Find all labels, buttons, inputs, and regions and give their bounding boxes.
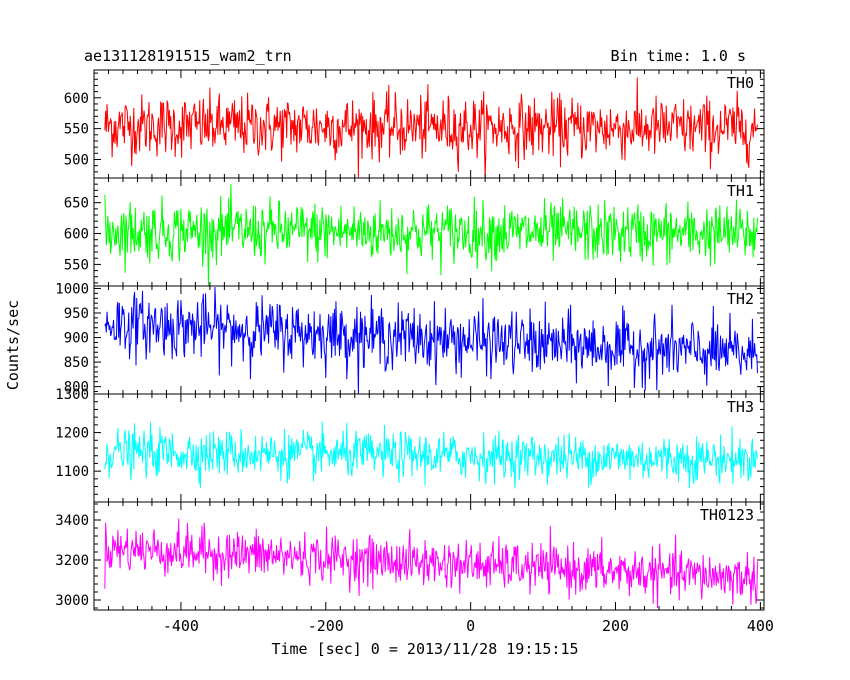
panel-label: TH1 (727, 182, 754, 200)
y-tick-label: 3200 (55, 553, 89, 569)
y-tick-label: 600 (64, 227, 89, 243)
series-line-th0 (104, 77, 758, 178)
x-tick-label: 400 (747, 617, 774, 635)
y-tick-label: 950 (64, 306, 89, 322)
y-tick-label: 650 (64, 196, 89, 212)
x-tick-label: 200 (602, 617, 629, 635)
panel-label: TH0 (727, 74, 754, 92)
panel-label: TH2 (727, 290, 754, 308)
y-tick-label: 3000 (55, 593, 89, 609)
panel-frame (93, 501, 765, 611)
panel-th3: 1100 1200 1300 TH3 (55, 387, 765, 503)
y-tick-label: 3400 (55, 513, 89, 529)
y-tick-label: 1300 (55, 387, 89, 403)
panel-label: TH3 (727, 398, 754, 416)
x-tick-label: 0 (466, 617, 475, 635)
panel-th1: 550 600 650 TH1 (64, 177, 765, 287)
bin-time-label: Bin time: 1.0 s (611, 47, 746, 65)
plot-title: ae131128191515_wam2_trn (84, 47, 292, 65)
y-tick-label: 500 (64, 152, 89, 168)
y-tick-label: 1200 (55, 426, 89, 442)
y-tick-label: 1000 (55, 281, 89, 297)
x-tick-label: -200 (308, 617, 344, 635)
series-line-th3 (104, 421, 758, 489)
x-tick-label: -400 (163, 617, 199, 635)
series-line-th1 (104, 184, 758, 286)
panel-label: TH0123 (700, 506, 754, 524)
y-tick-label: 850 (64, 355, 89, 371)
y-tick-label: 550 (64, 122, 89, 138)
panel-th0123: 3000 3200 3400 TH0123 (55, 501, 765, 611)
series-line-th2 (104, 286, 758, 394)
panels-group: 500 550 600 TH0 550 600 650 TH1 800 850 900 950 1000… (55, 69, 765, 611)
panel-th0: 500 550 600 TH0 (64, 69, 765, 179)
y-tick-label: 800 (64, 380, 89, 396)
y-tick-label: 600 (64, 91, 89, 107)
y-tick-label: 1100 (55, 464, 89, 480)
y-axis-label: Counts/sec (4, 300, 22, 390)
panel-th2: 800 850 900 950 1000 TH2 (55, 281, 765, 396)
x-axis-ticks: -400 -200 0 200 400 (163, 617, 774, 635)
y-tick-label: 550 (64, 257, 89, 273)
x-axis-label: Time [sec] 0 = 2013/11/28 19:15:15 (271, 640, 578, 658)
y-tick-label: 900 (64, 331, 89, 347)
series-line-th0123 (104, 518, 758, 609)
